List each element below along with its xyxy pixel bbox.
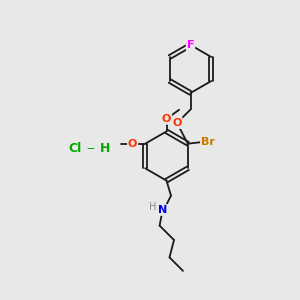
Text: Br: Br (201, 137, 215, 147)
Text: N: N (158, 205, 167, 215)
Text: H: H (100, 142, 110, 155)
Text: F: F (187, 40, 194, 50)
Text: O: O (162, 114, 171, 124)
Text: H: H (149, 202, 157, 212)
Text: Cl: Cl (68, 142, 82, 155)
Text: O: O (172, 118, 182, 128)
Text: O: O (128, 139, 137, 149)
Text: ‒: ‒ (87, 142, 94, 155)
